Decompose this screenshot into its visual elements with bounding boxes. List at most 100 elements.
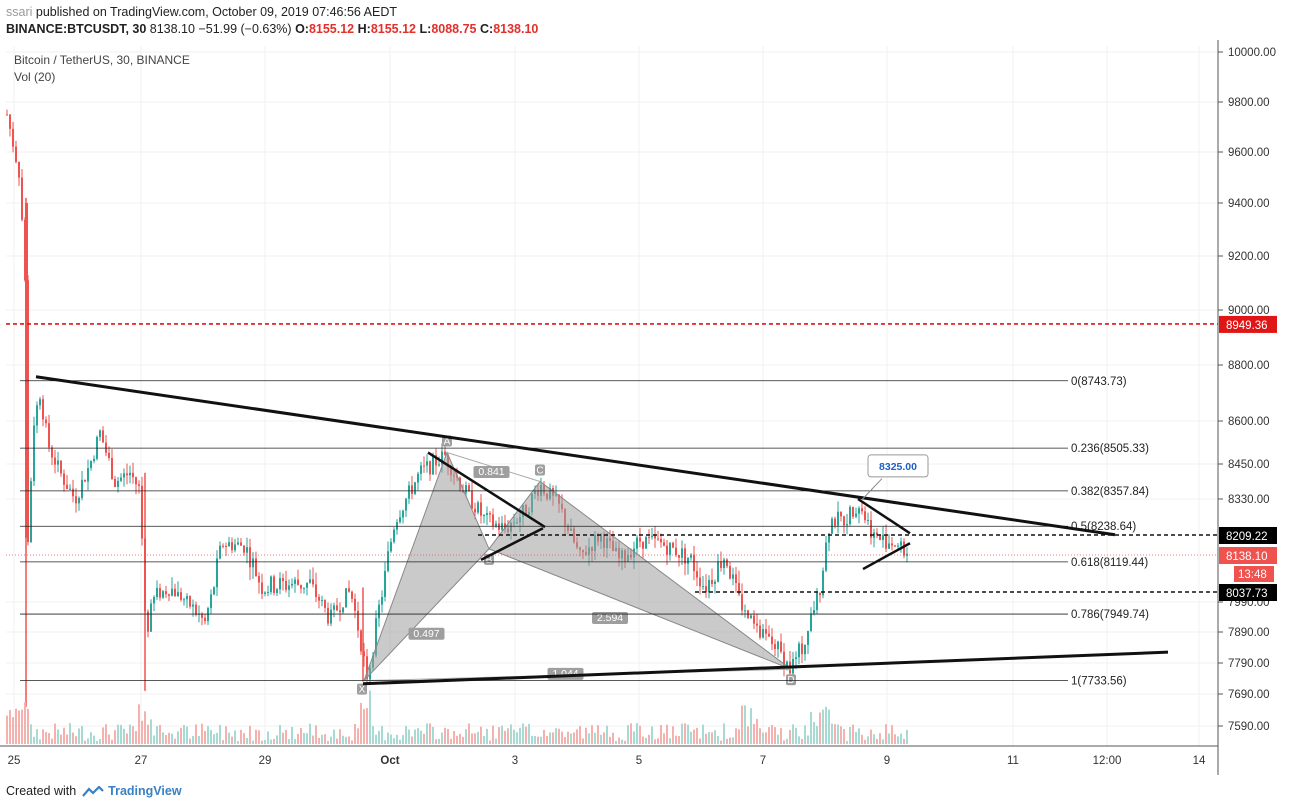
volume-bar: [747, 726, 749, 744]
volume-bar: [267, 731, 269, 744]
candle-body: [156, 588, 158, 597]
volume-bar: [222, 740, 224, 744]
publish-info: ssari published on TradingView.com, Octo…: [6, 5, 397, 19]
volume-bar: [906, 729, 908, 744]
price-tick-label: 9400.00: [1228, 198, 1270, 210]
candle-body: [828, 533, 830, 543]
candle-body: [489, 513, 491, 515]
volume-bar: [579, 726, 581, 744]
candle-body: [303, 587, 305, 589]
volume-bar: [96, 740, 98, 744]
volume-bar: [441, 732, 443, 744]
volume-bar: [309, 723, 311, 744]
volume-bar: [48, 733, 50, 744]
volume-bar: [753, 724, 755, 744]
tradingview-brand[interactable]: TradingView: [108, 784, 182, 798]
candle-body: [222, 545, 224, 547]
volume-bar: [39, 739, 41, 744]
volume-bar: [687, 724, 689, 744]
candle-body: [84, 479, 86, 482]
volume-bar: [720, 740, 722, 744]
volume-bar: [252, 740, 254, 744]
price-tick-label: 9600.00: [1228, 147, 1270, 159]
volume-bar: [387, 732, 389, 744]
candle-body: [261, 582, 263, 594]
volume-bar: [114, 730, 116, 744]
volume-bar: [144, 711, 146, 744]
candle-body: [87, 468, 89, 482]
volume-bar: [357, 728, 359, 744]
candle-body: [147, 611, 149, 632]
volume-bar: [42, 729, 44, 744]
volume-bar: [450, 738, 452, 744]
candle-body: [195, 604, 197, 615]
candle-body: [405, 498, 407, 511]
candle-body: [18, 161, 20, 178]
volume-bar: [513, 729, 515, 744]
candle-body: [753, 615, 755, 624]
volume-bar: [597, 725, 599, 744]
candle-body: [294, 579, 296, 584]
candle-body: [129, 472, 131, 476]
volume-bar: [93, 735, 95, 744]
volume-bar: [555, 728, 557, 744]
fib-label: 0.5(8238.64): [1071, 521, 1136, 533]
volume-bar: [375, 734, 377, 744]
volume-bar: [234, 730, 236, 744]
candle-body: [759, 625, 761, 638]
candle-body: [864, 511, 866, 521]
candle-body: [900, 541, 902, 546]
candle-body: [795, 657, 797, 660]
candle-body: [408, 485, 410, 499]
candle-body: [705, 586, 707, 593]
candle-body: [666, 545, 668, 555]
volume-bar: [729, 737, 731, 744]
volume-bar: [312, 735, 314, 744]
volume-bar: [411, 736, 413, 744]
volume-bar: [117, 724, 119, 744]
price-chart[interactable]: 10000.00 9800.00 9600.00 9400.00 9200.00 9000…: [0, 40, 1292, 775]
candle-body: [486, 513, 488, 515]
countdown-label: 13:48: [1238, 569, 1267, 581]
volume-bar: [885, 724, 887, 744]
volume-bar: [372, 726, 374, 744]
volume-bar: [180, 727, 182, 744]
volume-bar: [783, 740, 785, 744]
candle-body: [444, 451, 446, 455]
volume-bar: [87, 738, 89, 744]
harmonic-point-label: A: [444, 437, 451, 448]
volume-bar: [891, 725, 893, 744]
red-level-label: 8949.36: [1226, 320, 1268, 332]
volume-bar: [732, 737, 734, 744]
footer: Created with TradingView: [6, 784, 182, 798]
volume-bar: [174, 738, 176, 744]
candle-body: [102, 430, 104, 443]
volume-bar: [882, 739, 884, 744]
candle-body: [213, 587, 215, 595]
candle-body: [699, 577, 701, 587]
candle-body: [309, 579, 311, 583]
candle-body: [57, 460, 59, 465]
candle-body: [219, 545, 221, 559]
volume-bar: [366, 708, 368, 744]
candle-body: [252, 558, 254, 568]
candle-body: [327, 607, 329, 624]
price-tick-label: 10000.00: [1228, 47, 1276, 59]
volume-bar: [294, 739, 296, 744]
candle-body: [189, 595, 191, 607]
candle-body: [840, 511, 842, 517]
volume-bar: [519, 727, 521, 744]
volume-bar: [54, 723, 56, 744]
volume-bar: [786, 738, 788, 744]
volume-bar: [399, 739, 401, 744]
time-tick-label: 3: [512, 755, 518, 767]
author-name[interactable]: ssari: [6, 5, 33, 19]
candle-body: [426, 461, 428, 466]
candle-body: [117, 480, 119, 487]
volume-bar: [438, 738, 440, 744]
volume-bar: [744, 705, 746, 744]
volume-bar: [705, 733, 707, 744]
volume-bars: [6, 690, 908, 744]
candle-body: [306, 582, 308, 588]
candle-body: [318, 596, 320, 601]
